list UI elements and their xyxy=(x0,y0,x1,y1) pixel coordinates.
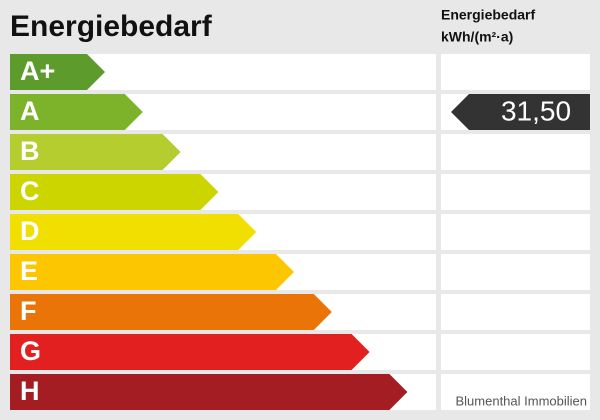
value-cell xyxy=(441,134,590,170)
class-label: A xyxy=(20,96,40,126)
class-label: F xyxy=(20,296,37,326)
class-arrow xyxy=(10,294,332,330)
value-marker xyxy=(451,94,590,130)
footer: Blumenthal Immobilien xyxy=(455,393,587,408)
class-label: A+ xyxy=(20,56,55,86)
value-cell xyxy=(441,374,590,410)
value-cell xyxy=(441,54,590,90)
class-label: E xyxy=(20,256,38,286)
class-label: C xyxy=(20,176,40,206)
value-cell xyxy=(441,334,590,370)
class-arrow xyxy=(10,174,219,210)
class-label: H xyxy=(20,376,40,406)
value-cell xyxy=(441,214,590,250)
value-cell xyxy=(441,174,590,210)
class-arrow xyxy=(10,94,143,130)
value-text: 31,50 xyxy=(501,95,571,126)
class-arrow xyxy=(10,214,257,250)
value-cell xyxy=(441,254,590,290)
class-label: G xyxy=(20,336,41,366)
class-arrow xyxy=(10,254,294,290)
class-arrow xyxy=(10,134,181,170)
class-arrow xyxy=(10,54,105,90)
class-arrow xyxy=(10,334,370,370)
value-cell xyxy=(441,294,590,330)
class-label: B xyxy=(20,136,40,166)
title: Energiebedarf xyxy=(10,10,213,43)
value-column-unit: kWh/(m²·a) xyxy=(441,29,513,45)
class-arrow xyxy=(10,374,408,410)
class-label: D xyxy=(20,216,40,246)
value-column-title: Energiebedarf xyxy=(441,7,535,23)
